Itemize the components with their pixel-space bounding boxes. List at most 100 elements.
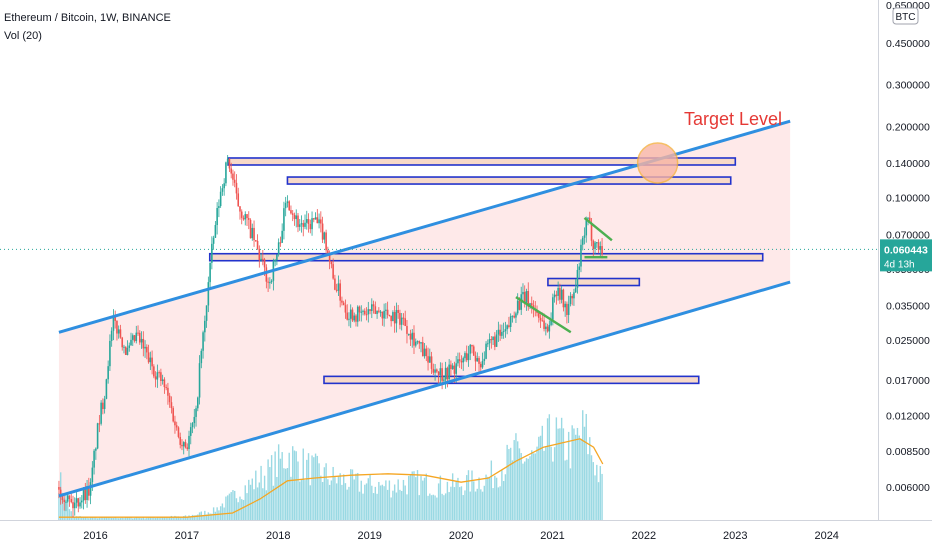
candle-body — [72, 502, 74, 509]
candle-body — [511, 315, 514, 317]
volume-bar — [462, 495, 464, 520]
volume-bar — [320, 475, 322, 520]
volume-bar — [95, 517, 97, 520]
candle-body — [434, 369, 436, 373]
volume-bar — [116, 517, 118, 520]
candle-body — [597, 242, 600, 250]
candle-body — [423, 348, 426, 357]
candle-body — [585, 218, 588, 236]
volume-bar — [205, 514, 208, 520]
candle-body — [119, 329, 122, 338]
candle-body — [75, 498, 78, 503]
volume-bar — [219, 506, 222, 520]
volume-bar — [318, 463, 320, 520]
volume-bar — [471, 470, 473, 520]
candle-body — [209, 262, 211, 283]
candle-body — [416, 341, 419, 343]
volume-bar — [344, 483, 347, 520]
volume-bar — [246, 493, 248, 520]
volume-bar — [516, 441, 519, 520]
candle-body — [437, 371, 440, 375]
candle-body — [471, 344, 473, 347]
volume-bar — [429, 493, 431, 520]
candle-body — [188, 435, 190, 449]
volume-bar — [522, 463, 524, 520]
x-tick-label: 2018 — [266, 530, 290, 542]
candle-body — [325, 232, 327, 251]
candle-body — [91, 467, 94, 483]
candle-body — [124, 346, 127, 356]
volume-bar — [176, 516, 178, 520]
level-box — [547, 277, 641, 287]
candle-body — [318, 219, 320, 224]
volume-bar — [441, 493, 443, 520]
volume-bar — [553, 447, 556, 520]
candle-body — [313, 218, 315, 220]
candle-body — [298, 224, 301, 227]
candle-body — [494, 336, 496, 347]
candle-body — [65, 501, 67, 503]
candle-body — [96, 423, 99, 449]
volume-bar — [582, 410, 584, 520]
volume-bar — [415, 477, 417, 520]
candle-body — [170, 402, 173, 409]
volume-bar — [425, 473, 427, 520]
candle-body — [82, 489, 85, 501]
volume-bar — [494, 475, 496, 520]
volume-bar — [592, 462, 594, 520]
volume-bar — [174, 515, 176, 520]
candle-body — [88, 485, 90, 496]
volume-bar — [110, 517, 113, 520]
volume-bar — [388, 480, 391, 520]
x-tick-label: 2019 — [357, 530, 381, 542]
volume-ma-line — [58, 438, 604, 518]
candle-body — [467, 353, 470, 361]
volume-bar — [348, 486, 350, 520]
volume-bar — [288, 452, 290, 520]
volume-bar — [309, 485, 311, 520]
volume-bar — [395, 492, 398, 520]
candle-body — [504, 329, 507, 332]
candle-body — [527, 291, 530, 307]
candle-body — [70, 499, 73, 503]
currency-badge-box — [892, 7, 919, 25]
volume-bar — [511, 460, 514, 520]
candle-body — [276, 254, 278, 261]
candle-body — [95, 448, 97, 451]
volume-bar — [346, 489, 348, 520]
volume-bar — [406, 494, 408, 520]
volume-bar — [334, 477, 336, 520]
candle-body — [335, 289, 338, 291]
target-circle — [636, 142, 679, 184]
candle-body — [168, 395, 171, 403]
candle-body — [595, 242, 598, 244]
volume-bar — [135, 517, 137, 520]
candle-body — [599, 246, 602, 250]
volume-bar — [372, 493, 375, 520]
candle-body — [165, 387, 167, 389]
candle-body — [385, 309, 387, 311]
candle-body — [492, 336, 494, 341]
candle-body — [154, 376, 157, 380]
volume-bar — [290, 476, 292, 520]
candle-body — [427, 356, 429, 363]
volume-bar — [226, 495, 229, 520]
candle-body — [355, 315, 357, 322]
volume-bar — [360, 480, 362, 520]
candle-body — [327, 250, 329, 255]
candle-body — [126, 347, 129, 356]
candle-body — [418, 341, 421, 344]
candle-body — [487, 343, 489, 345]
volume-bar — [96, 518, 99, 520]
volume-bar — [149, 517, 152, 520]
candle-body — [112, 316, 115, 331]
volume-bar — [548, 414, 551, 520]
volume-bar — [413, 471, 415, 520]
y-tick-label: 0.200000 — [886, 121, 930, 133]
candle-body — [302, 223, 305, 227]
candle-body — [147, 352, 150, 363]
candle-body — [68, 495, 71, 500]
candle-body — [251, 227, 254, 239]
